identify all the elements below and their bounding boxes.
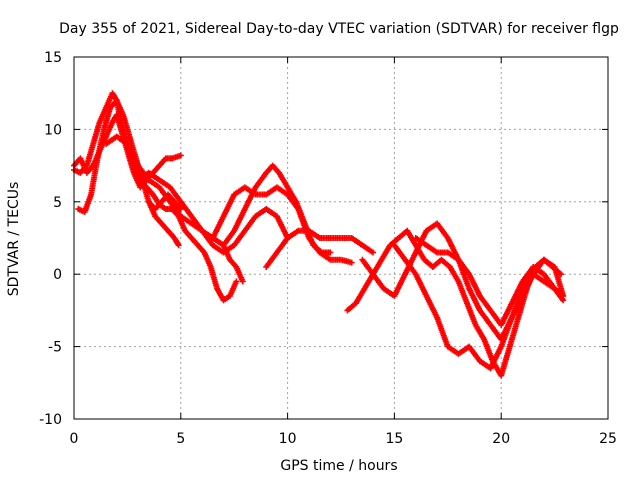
plot-frame	[73, 56, 609, 420]
series-track-10	[344, 227, 565, 379]
data-point	[175, 242, 182, 249]
series-track-8	[220, 162, 334, 256]
data-point	[233, 278, 240, 285]
x-tick-label: 20	[492, 431, 510, 447]
y-tick-label: 5	[53, 195, 62, 211]
y-tick-label: -5	[48, 340, 62, 356]
series-track-3	[75, 97, 184, 215]
y-tick-label: 0	[53, 267, 62, 283]
series-track-5	[135, 169, 291, 256]
series-track-13	[412, 235, 567, 328]
data-point	[177, 206, 184, 213]
data-point	[239, 278, 246, 285]
data-point	[177, 152, 184, 159]
series-track-11	[359, 220, 567, 343]
y-tick-label: 15	[44, 50, 62, 66]
x-tick-label: 0	[70, 431, 79, 447]
series-track-12	[391, 242, 567, 372]
series-track-9	[263, 227, 377, 270]
data-point	[327, 249, 334, 256]
data-point	[348, 259, 355, 266]
x-tick-label: 15	[385, 431, 403, 447]
axis-ticks	[73, 56, 609, 420]
x-tick-label: 10	[279, 431, 297, 447]
y-tick-label: -10	[39, 412, 62, 428]
x-tick-label: 5	[176, 431, 185, 447]
x-axis-label: GPS time / hours	[280, 458, 397, 474]
series-track-6	[145, 198, 182, 249]
chart-title: Day 355 of 2021, Sidereal Day-to-day VTE…	[59, 21, 619, 37]
y-axis-label: SDTVAR / TECUs	[6, 182, 22, 297]
y-tick-label: 10	[44, 122, 62, 138]
data-point	[370, 249, 377, 256]
data-marks	[71, 90, 567, 379]
x-tick-label: 25	[599, 431, 617, 447]
tick-labels: 0 5 10 15 20 25 -10 -5 0 5 10 15	[39, 50, 617, 447]
data-point	[560, 297, 567, 304]
